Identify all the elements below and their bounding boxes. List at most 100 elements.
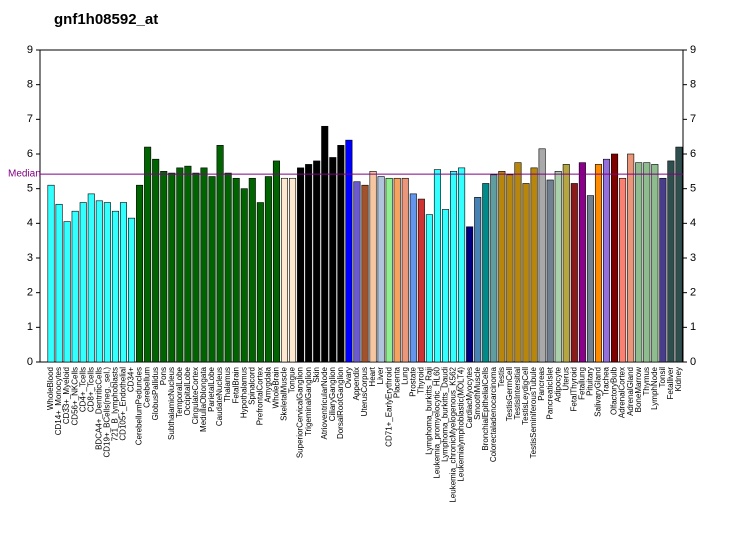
bar bbox=[506, 174, 514, 363]
bar bbox=[498, 171, 506, 363]
x-tick-label: PrefrontalCortex bbox=[255, 367, 264, 425]
bar bbox=[313, 160, 321, 363]
bar bbox=[667, 160, 675, 363]
y-tick-label: 7 bbox=[27, 113, 33, 125]
bar bbox=[474, 197, 482, 363]
bar bbox=[232, 177, 240, 363]
bar bbox=[643, 162, 651, 363]
x-tick-label: 721_B_lymphoblasts bbox=[111, 367, 120, 441]
bar bbox=[111, 210, 119, 363]
x-tick-label: Hypothalamus bbox=[239, 367, 248, 418]
x-tick-label: CD33+_Myeloid bbox=[62, 367, 71, 424]
y2-tick-label: 6 bbox=[690, 148, 696, 160]
bar bbox=[450, 171, 458, 363]
x-tick-label: OccipitalLobe bbox=[183, 366, 192, 415]
x-tick-label: CD105+_Endothelial bbox=[119, 367, 128, 441]
bar bbox=[184, 165, 192, 363]
x-tick-label: TemporalLobe bbox=[175, 366, 184, 417]
bar bbox=[635, 162, 643, 363]
x-tick-label: Uterus bbox=[561, 367, 570, 391]
bar bbox=[433, 169, 441, 363]
bar bbox=[578, 162, 586, 363]
x-tick-label: Leukemia_promyelocytic_HL60 bbox=[433, 366, 442, 478]
x-tick-label: MedullaOblongata bbox=[199, 366, 208, 431]
bar bbox=[119, 202, 128, 363]
bar bbox=[248, 177, 256, 363]
bar bbox=[345, 139, 353, 363]
x-tick-label: TrigeminalGanglion bbox=[304, 367, 313, 436]
bar bbox=[417, 198, 425, 363]
y-tick-label: 6 bbox=[27, 148, 33, 160]
x-tick-label: Pituitary bbox=[586, 367, 595, 396]
x-tick-label: FetalThyroid bbox=[569, 367, 578, 411]
x-tick-label: CaudateNucleus bbox=[215, 367, 224, 426]
x-tick-label: WholeBlood bbox=[46, 367, 55, 410]
x-tick-label: CardiacMyocytes bbox=[465, 367, 474, 428]
bar bbox=[176, 167, 184, 363]
x-tick-label: Kidney bbox=[674, 367, 683, 391]
bar bbox=[321, 125, 329, 363]
x-tick-label: Fetalliver bbox=[666, 367, 675, 400]
bar bbox=[160, 171, 168, 363]
bar bbox=[87, 193, 95, 363]
x-tick-label: OlfactoryBulb bbox=[610, 366, 619, 415]
y2-tick-label: 2 bbox=[690, 287, 696, 299]
bar bbox=[554, 171, 562, 363]
x-tick-label: Tongue bbox=[288, 366, 297, 393]
x-tick-label: Lymphoma_burkitts_Raji bbox=[425, 367, 434, 455]
x-tick-label: CD19+_BCells(neg._sel.) bbox=[102, 367, 111, 458]
x-tick-label: Thalamus bbox=[223, 367, 232, 402]
y-tick-label: 2 bbox=[27, 287, 33, 299]
bar bbox=[256, 202, 264, 363]
x-tick-label: LymphNode bbox=[650, 366, 659, 409]
bar bbox=[208, 176, 216, 363]
bar bbox=[619, 177, 627, 363]
x-tick-label: Leukemialymphoblastic(MOLT4) bbox=[457, 367, 466, 482]
y2-tick-label: 1 bbox=[690, 321, 696, 333]
x-tick-label: Appendix bbox=[352, 367, 361, 400]
bar bbox=[128, 217, 136, 363]
x-tick-label: CiliaryGanglion bbox=[328, 367, 337, 421]
bar bbox=[546, 179, 554, 363]
y2-tick-label: 7 bbox=[690, 113, 696, 125]
x-tick-label: TestisIntersitial bbox=[513, 367, 522, 420]
chart-title: gnf1h08592_at bbox=[54, 11, 158, 28]
bar bbox=[530, 167, 538, 363]
x-tick-label: TestisGermCell bbox=[505, 367, 514, 421]
bar bbox=[441, 209, 450, 363]
x-tick-label: SubthalamicNucleus bbox=[167, 367, 176, 440]
bar bbox=[240, 188, 248, 363]
bar bbox=[377, 176, 385, 363]
y-tick-label: 1 bbox=[27, 321, 33, 333]
x-tick-label: Pons bbox=[159, 367, 168, 385]
x-tick-label: CD56+_NKCells bbox=[70, 367, 79, 425]
bar bbox=[47, 184, 55, 363]
y2-tick-label: 8 bbox=[690, 79, 696, 91]
x-tick-label: Leukemia_chronicMyelogenous_K562 bbox=[449, 366, 458, 502]
bar bbox=[659, 177, 667, 363]
bar bbox=[168, 172, 176, 363]
x-tick-label: CD71+_EarlyErythroid bbox=[384, 367, 393, 447]
bar bbox=[627, 153, 635, 363]
x-tick-label: CD14+_Monocytes bbox=[54, 367, 63, 435]
bar bbox=[192, 172, 200, 363]
bar bbox=[200, 167, 208, 363]
x-tick-label: GlobusPallidus bbox=[151, 367, 160, 420]
bar bbox=[570, 183, 578, 363]
x-tick-label: BoneMarrow bbox=[634, 367, 643, 413]
x-tick-label: DorsalRootGanglion bbox=[336, 367, 345, 439]
x-tick-label: Ovary bbox=[344, 367, 353, 388]
bar bbox=[280, 177, 289, 363]
x-tick-label: Cerebellum bbox=[143, 367, 152, 408]
bar bbox=[586, 195, 594, 363]
bar bbox=[490, 174, 498, 363]
bar bbox=[144, 146, 152, 363]
x-tick-label: Skin bbox=[312, 367, 321, 383]
x-tick-label: Adipocyte bbox=[553, 366, 562, 402]
x-tick-label: Testis bbox=[497, 367, 506, 387]
x-tick-label: Tonsil bbox=[658, 367, 667, 388]
x-tick-label: SmoothMuscle bbox=[473, 366, 482, 419]
x-tick-label: TestisLeydigCell bbox=[521, 367, 530, 425]
bar bbox=[79, 202, 87, 363]
bar bbox=[675, 146, 683, 363]
